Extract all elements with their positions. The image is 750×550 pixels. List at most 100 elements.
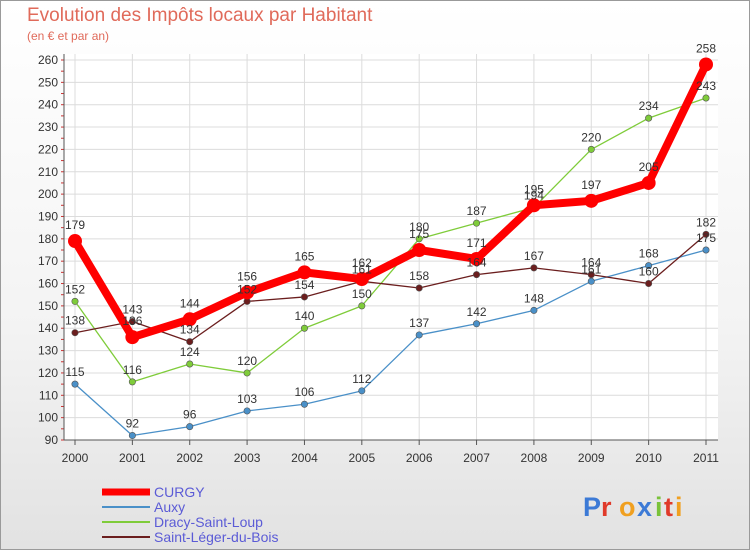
- legend: CURGYAuxyDracy-Saint-LoupSaint-Léger-du-…: [102, 484, 279, 545]
- data-point-auxy: [71, 380, 79, 388]
- logo-letter: P: [583, 492, 601, 522]
- x-tick-label: 2011: [693, 451, 719, 465]
- data-label-dracy-saint-loup: 194: [524, 189, 544, 203]
- y-tick-label: 120: [38, 366, 58, 380]
- x-tick-label: 2002: [176, 451, 203, 465]
- data-point-curgy: [584, 193, 599, 208]
- data-label-curgy: 165: [294, 249, 314, 263]
- plot-area: [64, 54, 718, 440]
- y-tick-label: 130: [38, 344, 58, 358]
- legend-label-curgy: CURGY: [154, 484, 205, 500]
- y-tick-label: 140: [38, 321, 58, 335]
- data-point-dracy-saint-loup: [587, 145, 595, 153]
- data-label-auxy: 142: [467, 305, 487, 319]
- x-tick-label: 2007: [463, 451, 490, 465]
- y-tick-label: 160: [38, 277, 58, 291]
- series-line-auxy: [74, 249, 707, 437]
- data-point-saint-l-ger-du-bois: [702, 230, 710, 238]
- data-point-auxy: [702, 246, 710, 254]
- legend-label-saint-l-ger-du-bois: Saint-Léger-du-Bois: [154, 529, 279, 545]
- data-point-curgy: [526, 198, 541, 213]
- x-tick-label: 2010: [635, 451, 662, 465]
- data-point-saint-l-ger-du-bois: [415, 284, 423, 292]
- data-point-curgy: [354, 272, 369, 287]
- data-label-curgy: 162: [352, 256, 372, 270]
- data-point-dracy-saint-loup: [243, 369, 251, 377]
- data-point-auxy: [587, 277, 595, 285]
- data-label-dracy-saint-loup: 140: [294, 309, 314, 323]
- data-point-dracy-saint-loup: [186, 360, 194, 368]
- logo-letter: t: [664, 492, 673, 522]
- data-point-auxy: [415, 331, 423, 339]
- x-tick-label: 2006: [406, 451, 433, 465]
- data-point-auxy: [358, 387, 366, 395]
- data-label-dracy-saint-loup: 150: [352, 287, 372, 301]
- logo-letter: i: [655, 492, 663, 522]
- data-label-auxy: 161: [581, 262, 601, 276]
- data-label-saint-l-ger-du-bois: 164: [467, 256, 487, 270]
- data-point-curgy: [699, 57, 713, 72]
- data-label-dracy-saint-loup: 220: [581, 130, 601, 144]
- data-point-curgy: [182, 312, 197, 327]
- data-label-auxy: 175: [696, 231, 716, 245]
- series-line-curgy: [71, 60, 710, 342]
- data-label-dracy-saint-loup: 124: [180, 345, 200, 359]
- data-label-dracy-saint-loup: 243: [696, 79, 716, 93]
- data-label-saint-l-ger-du-bois: 152: [237, 282, 257, 296]
- data-point-curgy: [125, 330, 140, 345]
- data-label-auxy: 148: [524, 291, 544, 305]
- data-label-saint-l-ger-du-bois: 160: [639, 265, 659, 279]
- data-point-dracy-saint-loup: [645, 114, 653, 122]
- data-point-curgy: [412, 243, 427, 257]
- y-tick-label: 150: [38, 299, 58, 313]
- data-point-saint-l-ger-du-bois: [587, 271, 595, 279]
- x-tick-label: 2005: [348, 451, 375, 465]
- legend-label-auxy: Auxy: [154, 499, 185, 515]
- y-tick-label: 170: [38, 254, 58, 268]
- data-point-auxy: [645, 262, 653, 270]
- data-label-saint-l-ger-du-bois: 143: [122, 303, 142, 317]
- data-label-auxy: 115: [65, 365, 84, 379]
- y-tick-label: 180: [38, 232, 58, 246]
- data-label-saint-l-ger-du-bois: 164: [581, 256, 601, 270]
- data-label-dracy-saint-loup: 120: [237, 354, 257, 368]
- data-label-saint-l-ger-du-bois: 138: [65, 314, 85, 328]
- data-label-saint-l-ger-du-bois: 158: [409, 269, 429, 283]
- data-point-saint-l-ger-du-bois: [186, 338, 194, 346]
- data-label-auxy: 96: [183, 408, 197, 422]
- data-point-auxy: [186, 423, 194, 431]
- data-label-dracy-saint-loup: 234: [639, 99, 659, 113]
- data-label-dracy-saint-loup: 180: [409, 220, 429, 234]
- data-label-auxy: 137: [409, 316, 429, 330]
- logo-letter: x: [637, 492, 652, 522]
- logo-letter: i: [675, 492, 683, 522]
- data-label-auxy: 168: [639, 247, 659, 261]
- data-point-saint-l-ger-du-bois: [645, 280, 653, 288]
- data-label-saint-l-ger-du-bois: 134: [180, 323, 200, 337]
- x-tick-label: 2004: [291, 451, 318, 465]
- data-label-curgy: 136: [122, 314, 142, 328]
- series-line-dracy-saint-loup: [74, 97, 707, 383]
- data-point-curgy: [68, 234, 82, 249]
- y-tick-label: 250: [38, 75, 58, 89]
- chart-title: Evolution des Impôts locaux par Habitant: [27, 5, 373, 26]
- data-label-saint-l-ger-du-bois: 161: [352, 262, 372, 276]
- series-lines: [68, 57, 713, 440]
- axes: 90 100 110 120 130 140 150 160 170 180 190 200 210 22…: [38, 53, 719, 465]
- data-label-curgy: 258: [696, 41, 716, 55]
- data-point-curgy: [641, 175, 656, 190]
- data-point-saint-l-ger-du-bois: [128, 318, 136, 326]
- y-tick-label: 240: [38, 98, 58, 112]
- data-point-curgy: [297, 265, 312, 280]
- y-tick-label: 200: [38, 187, 58, 201]
- y-tick-label: 190: [38, 209, 58, 223]
- data-point-saint-l-ger-du-bois: [473, 271, 481, 279]
- data-point-curgy: [469, 251, 484, 266]
- y-tick-label: 90: [45, 433, 59, 447]
- x-tick-label: 2008: [521, 451, 548, 465]
- data-point-auxy: [530, 306, 538, 314]
- data-point-saint-l-ger-du-bois: [300, 293, 308, 301]
- grid: [64, 54, 718, 441]
